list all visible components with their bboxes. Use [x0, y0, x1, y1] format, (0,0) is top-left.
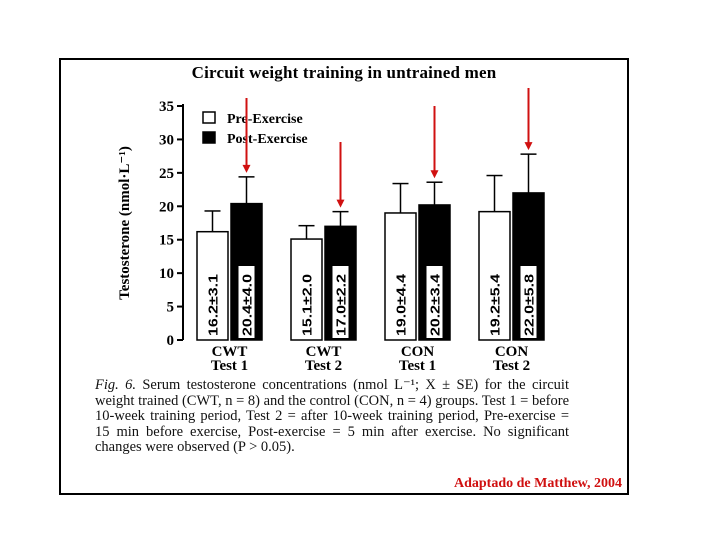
y-tick-label: 10	[159, 266, 174, 282]
category-label: Test 1	[399, 358, 436, 374]
bar-value-label: 19.0±4.4	[394, 273, 409, 336]
y-tick-label: 0	[167, 333, 175, 349]
category-label: CON	[401, 344, 435, 360]
category-label: Test 1	[211, 358, 248, 374]
bar-value-label: 19.2±5.4	[488, 273, 503, 336]
bar	[290, 238, 323, 341]
category-label: CWT	[212, 344, 248, 360]
annotation-arrowhead	[524, 142, 533, 151]
annotation-arrowhead	[336, 199, 345, 208]
y-tick-label: 30	[159, 132, 174, 148]
y-tick-label: 35	[159, 99, 174, 115]
y-tick-label: 25	[159, 166, 174, 182]
bar-label-box	[520, 266, 537, 338]
source-credit: Adaptado de Matthew, 2004	[453, 476, 622, 491]
annotation-arrowhead	[242, 164, 251, 173]
figure-caption: Fig. 6. Serum testosterone concentration…	[95, 377, 569, 456]
annotation-arrowhead	[430, 170, 439, 179]
category-label: Test 2	[493, 358, 530, 374]
y-tick-label: 15	[159, 233, 174, 249]
bar-value-label: 15.1±2.0	[300, 274, 315, 336]
legend-swatch	[202, 111, 216, 124]
bar-value-label: 22.0±5.8	[522, 274, 537, 336]
y-axis-label: Testosterone (nmol·L⁻¹)	[117, 146, 133, 300]
bar-label-box	[426, 266, 443, 338]
category-label: CWT	[306, 344, 342, 360]
category-label: Test 2	[305, 358, 342, 374]
category-label: CON	[495, 344, 529, 360]
legend-label: Pre-Exercise	[227, 112, 303, 127]
chart: 0 5 10 15 20 25 30 35 Testosterone (nmol·L⁻¹) 16.…	[117, 88, 545, 374]
caption-text: Serum testosterone concentrations (nmol …	[95, 377, 569, 455]
y-tick-label: 20	[159, 199, 174, 215]
bar-label-box	[332, 266, 349, 338]
bar	[384, 212, 417, 341]
caption-fig-label: Fig. 6.	[95, 377, 136, 393]
bar-value-label: 20.4±4.0	[240, 274, 255, 336]
bar-label-box	[238, 266, 255, 338]
figure-frame: Circuit weight training in untrained men…	[59, 58, 629, 495]
legend-swatch	[202, 131, 216, 144]
legend-label: Post-Exercise	[227, 132, 308, 147]
y-tick-label: 5	[167, 300, 175, 316]
bar-value-label: 17.0±2.2	[334, 274, 349, 336]
bar-value-label: 20.2±3.4	[428, 273, 443, 336]
chart-title: Circuit weight training in untrained men	[191, 63, 497, 82]
bar	[478, 210, 511, 341]
bar-value-label: 16.2±3.1	[206, 274, 221, 336]
bar	[196, 230, 229, 341]
